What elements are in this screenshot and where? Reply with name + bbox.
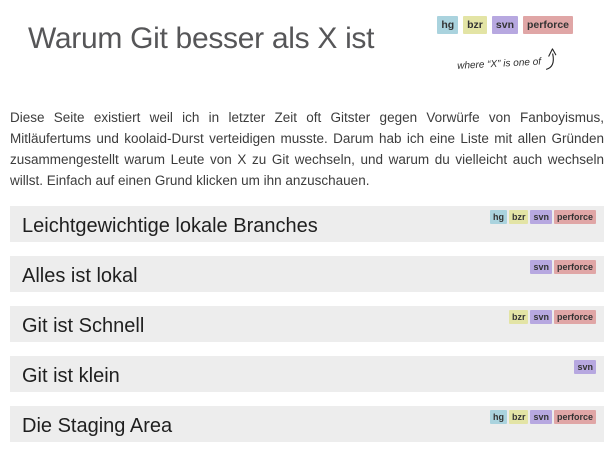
vcs-badge-hg: hg bbox=[489, 410, 507, 425]
vcs-badge-perforce: perforce bbox=[553, 410, 596, 425]
reason-row[interactable]: Die Staging Area hg bzr svn perforce bbox=[10, 406, 604, 442]
reason-badge-list: svn perforce bbox=[530, 260, 596, 275]
vcs-badge-bzr: bzr bbox=[508, 210, 529, 225]
reason-badge-list: hg bzr svn perforce bbox=[489, 210, 596, 225]
intro-paragraph: Diese Seite existiert weil ich in letzte… bbox=[10, 110, 604, 188]
vcs-badge-perforce: perforce bbox=[553, 260, 596, 275]
arrow-up-icon bbox=[545, 48, 557, 70]
header: Warum Git besser als X ist hg bzr svn perfo… bbox=[10, 0, 604, 107]
reason-row[interactable]: Git ist Schnell bzr svn perforce bbox=[10, 306, 604, 342]
reason-list: Leichtgewichtige lokale Branches hg bzr sv… bbox=[10, 206, 604, 442]
vcs-badge-svn: svn bbox=[530, 410, 552, 425]
handwritten-annotation: where “X” is one of bbox=[456, 43, 607, 77]
reason-row[interactable]: Git ist klein svn bbox=[10, 356, 604, 392]
reason-row[interactable]: Alles ist lokal svn perforce bbox=[10, 256, 604, 292]
vcs-badge-svn: svn bbox=[574, 360, 596, 375]
vcs-badge-perforce: perforce bbox=[553, 210, 596, 225]
reason-title: Git ist Schnell bbox=[22, 315, 145, 337]
vcs-badge-perforce: perforce bbox=[553, 310, 596, 325]
reason-title: Die Staging Area bbox=[22, 415, 173, 437]
vcs-badge-bzr[interactable]: bzr bbox=[463, 16, 487, 35]
vcs-badge-hg: hg bbox=[489, 210, 507, 225]
vcs-badge-bzr: bzr bbox=[508, 410, 529, 425]
reason-badge-list: hg bzr svn perforce bbox=[489, 410, 596, 425]
reason-title: Git ist klein bbox=[22, 365, 120, 387]
reason-title: Alles ist lokal bbox=[22, 265, 138, 287]
page-title: Warum Git besser als X ist bbox=[28, 22, 375, 55]
vcs-badge-bzr: bzr bbox=[508, 310, 529, 325]
vcs-badge-perforce[interactable]: perforce bbox=[522, 16, 573, 35]
annotation-text: where “X” is one of bbox=[456, 56, 542, 72]
reason-badge-list: svn bbox=[574, 360, 596, 375]
page: Warum Git besser als X ist hg bzr svn perfo… bbox=[10, 0, 604, 442]
header-badge-list: hg bzr svn perforce bbox=[437, 16, 573, 35]
vcs-badge-hg[interactable]: hg bbox=[437, 16, 459, 35]
vcs-badge-svn: svn bbox=[530, 310, 552, 325]
vcs-badge-svn: svn bbox=[530, 260, 552, 275]
vcs-badge-svn[interactable]: svn bbox=[491, 16, 518, 35]
reason-badge-list: bzr svn perforce bbox=[508, 310, 596, 325]
reason-row[interactable]: Leichtgewichtige lokale Branches hg bzr sv… bbox=[10, 206, 604, 242]
reason-title: Leichtgewichtige lokale Branches bbox=[22, 215, 318, 237]
vcs-badge-svn: svn bbox=[530, 210, 552, 225]
